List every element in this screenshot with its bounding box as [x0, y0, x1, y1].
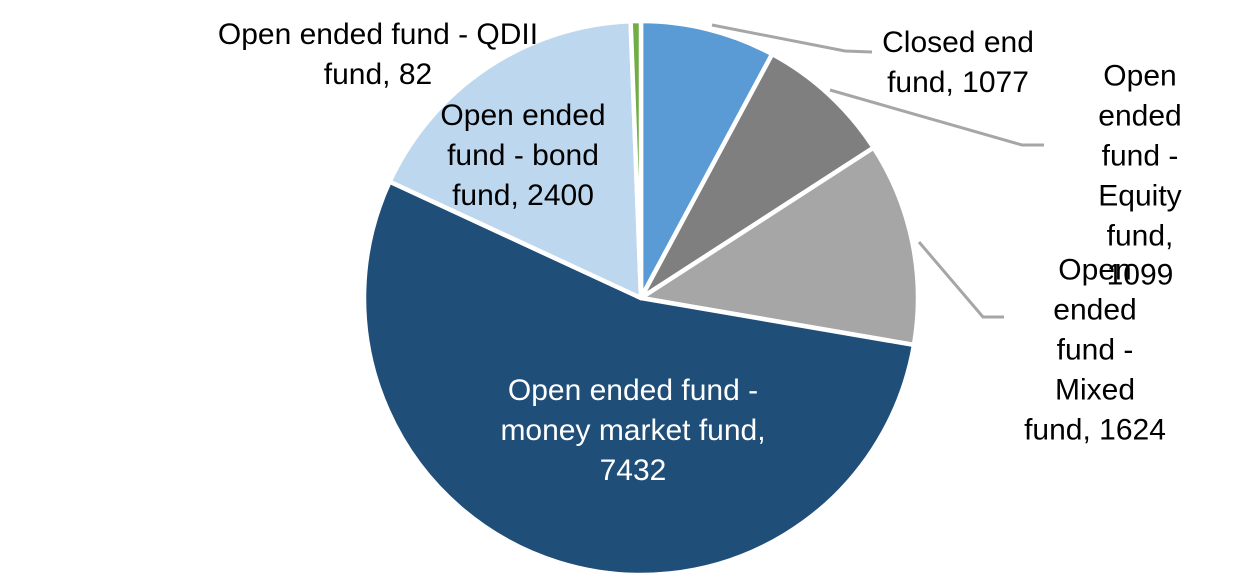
- label-closed-end-fund: Closed end fund, 1077: [882, 26, 1034, 99]
- label-open-ended-qdii-fund: Open ended fund - QDII fund, 82: [217, 18, 539, 91]
- label-open-ended-money-market-fund: Open ended fund - money market fund, 743…: [500, 374, 766, 487]
- pie-slice-closed-end-fund: [638, 18, 775, 301]
- leader-line-open-ended-fund-mixed-fund: [917, 241, 1004, 319]
- leader-line-open-ended-fund-equity-fund: [829, 88, 1044, 147]
- pie-slice-open-ended-fund-qdii-fund: [628, 18, 644, 301]
- pie-slice-open-ended-fund-bond-fund: [387, 18, 644, 301]
- label-open-ended-equity-fund: Open ended fund - Equity fund, 1099: [1098, 59, 1182, 292]
- pie-slice-open-ended-fund-mixed-fund: [638, 145, 921, 348]
- label-open-ended-bond-fund: Open ended fund - bond fund, 2400: [440, 99, 606, 212]
- label-open-ended-mixed-fund: Open ended fund - Mixed fund, 1624: [1024, 253, 1166, 446]
- leader-line-closed-end-fund: [711, 23, 873, 54]
- pie-slice-open-ended-fund-equity-fund: [638, 51, 876, 301]
- pie-slice-open-ended-fund-money-market-fund: [361, 179, 917, 578]
